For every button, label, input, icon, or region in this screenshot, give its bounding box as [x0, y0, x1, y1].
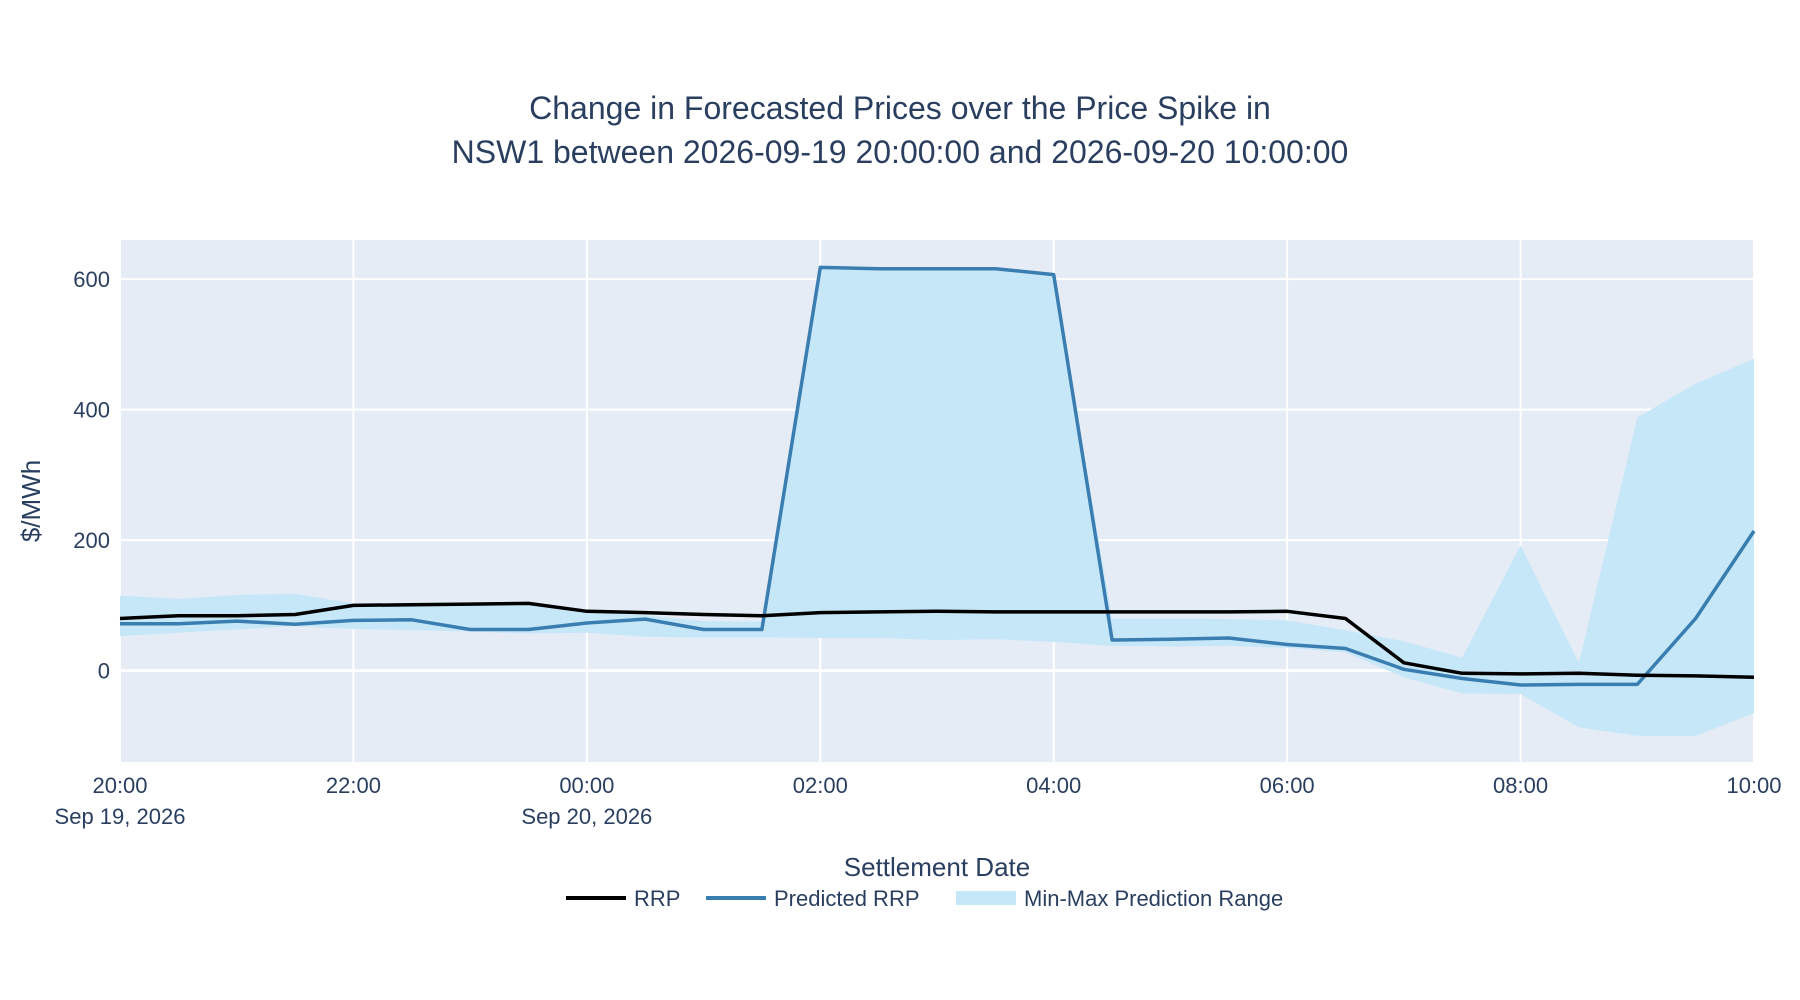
y-tick-label: 600 [73, 267, 110, 292]
y-axis-ticks: 0 200 400 600 [73, 267, 110, 684]
x-tick-date-label: Sep 20, 2026 [521, 804, 652, 829]
x-tick-label: 00:00 [559, 773, 614, 798]
min-max-range-band [120, 267, 1754, 736]
legend-item-predicted-rrp[interactable]: Predicted RRP [706, 886, 920, 911]
predicted-rrp-line [120, 265, 1756, 687]
legend-label: RRP [634, 886, 680, 911]
x-tick-label: 02:00 [793, 773, 848, 798]
y-tick-label: 200 [73, 528, 110, 553]
prediction-range-area [120, 267, 1754, 736]
x-axis-title: Settlement Date [844, 852, 1030, 882]
chart-title-line-1: Change in Forecasted Prices over the Pri… [529, 90, 1271, 126]
x-axis-ticks: 20:00 Sep 19, 2026 22:00 00:00 Sep 20, 2026 0… [55, 773, 1782, 829]
legend-item-rrp[interactable]: RRP [566, 886, 680, 911]
legend-label: Min-Max Prediction Range [1024, 886, 1283, 911]
y-tick-label: 400 [73, 398, 110, 423]
x-tick-label: 20:00 [92, 773, 147, 798]
legend-label: Predicted RRP [774, 886, 920, 911]
x-tick-label: 10:00 [1726, 773, 1781, 798]
legend: RRP Predicted RRP Min-Max Prediction Range [566, 886, 1283, 911]
x-tick-label: 04:00 [1026, 773, 1081, 798]
y-tick-label: 0 [98, 659, 110, 684]
chart-title-line-2: NSW1 between 2026-09-19 20:00:00 and 202… [452, 134, 1349, 170]
x-tick-label: 06:00 [1260, 773, 1315, 798]
x-tick-label: 08:00 [1493, 773, 1548, 798]
x-tick-label: 22:00 [326, 773, 381, 798]
rrp-line [119, 601, 1755, 679]
legend-swatch [956, 891, 1016, 905]
y-axis-title: $/MWh [16, 460, 46, 542]
x-tick-date-label: Sep 19, 2026 [55, 804, 186, 829]
series-lines [119, 265, 1756, 687]
legend-item-min-max-range[interactable]: Min-Max Prediction Range [956, 886, 1283, 911]
